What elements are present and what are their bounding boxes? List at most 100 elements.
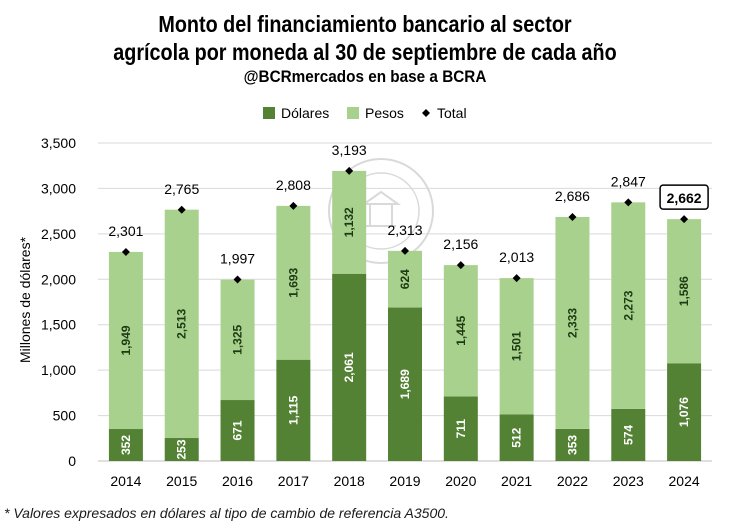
dolares-value-label: 671 — [231, 420, 245, 440]
legend-label-dolares: Dólares — [281, 105, 329, 121]
bar-dolares — [164, 438, 199, 461]
bar-pesos — [276, 205, 311, 360]
pesos-value-label: 2,273 — [621, 290, 635, 320]
total-marker — [289, 201, 298, 210]
bar-dolares — [499, 414, 534, 461]
legend-marker-total — [422, 109, 430, 117]
total-value-label: 2,662 — [667, 190, 702, 206]
bar-dolares — [220, 400, 255, 461]
total-value-label: 2,686 — [555, 188, 590, 204]
total-value-label: 2,765 — [164, 181, 199, 197]
total-value-label: 2,013 — [499, 249, 534, 265]
legend-swatch-dolares — [263, 107, 275, 119]
chart-title: Monto del financiamiento bancario al sec… — [51, 10, 679, 66]
total-marker — [177, 205, 186, 214]
bar-pesos — [499, 278, 534, 415]
chart-title-line1: Monto del financiamiento bancario al sec… — [158, 11, 572, 37]
legend: Dólares Pesos Total — [263, 105, 467, 121]
total-value-label: 2,847 — [611, 173, 646, 189]
total-highlight-box — [659, 184, 709, 210]
total-marker — [568, 212, 577, 221]
total-marker — [624, 198, 633, 207]
bar-dolares — [667, 363, 702, 461]
legend-label-total: Total — [437, 105, 467, 121]
dolares-value-label: 1,689 — [398, 369, 412, 399]
pesos-value-label: 1,949 — [119, 325, 133, 355]
x-tick-label: 2022 — [557, 473, 588, 489]
x-tick-label: 2018 — [334, 473, 365, 489]
bar-pesos — [164, 209, 199, 439]
y-axis: 0 500 1,000 1,500 2,000 2,500 3,000 3,500 — [41, 135, 76, 469]
pesos-value-label: 1,501 — [510, 331, 524, 361]
bar-pesos — [555, 216, 590, 429]
bar-pesos — [443, 265, 478, 397]
pesos-value-label: 1,586 — [677, 276, 691, 306]
total-marker — [680, 215, 689, 224]
bar-dolares — [332, 273, 367, 461]
legend-label-pesos: Pesos — [365, 105, 404, 121]
bar-pesos — [667, 219, 702, 364]
x-axis: 2014 2015 2016 2017 2018 2019 2020 2021 2022 2023… — [110, 473, 700, 489]
x-tick-label: 2024 — [669, 473, 700, 489]
total-value-label: 2,808 — [276, 177, 311, 193]
dolares-value-label: 352 — [119, 435, 133, 455]
bar-pesos — [108, 251, 143, 430]
legend-swatch-pesos — [347, 107, 359, 119]
total-marker — [233, 275, 242, 284]
y-axis-label: Millones de dólares* — [17, 236, 33, 363]
x-tick-label: 2015 — [166, 473, 197, 489]
pesos-value-label: 1,325 — [231, 325, 245, 355]
total-value-label: 3,193 — [332, 142, 367, 158]
bar-dolares — [388, 307, 422, 461]
footnote: * Valores expresados en dólares al tipo … — [4, 505, 449, 521]
bar-dolares — [108, 429, 143, 461]
total-value-label: 1,997 — [220, 251, 255, 267]
total-marker — [512, 274, 521, 283]
dolares-value-label: 512 — [510, 427, 524, 447]
pesos-value-label: 2,513 — [175, 309, 189, 339]
y-tick-label: 1,500 — [41, 317, 76, 333]
total-value-label: 2,156 — [443, 236, 478, 252]
total-marker — [456, 261, 465, 270]
x-tick-label: 2016 — [222, 473, 253, 489]
dolares-value-label: 1,076 — [677, 397, 691, 427]
x-tick-label: 2014 — [110, 473, 141, 489]
bar-dolares — [611, 408, 646, 461]
y-tick-label: 0 — [68, 453, 76, 469]
bar-pesos — [220, 279, 255, 401]
pesos-value-label: 624 — [398, 269, 412, 289]
pesos-value-label: 1,445 — [454, 315, 468, 345]
x-tick-label: 2023 — [613, 473, 644, 489]
x-tick-label: 2021 — [501, 473, 532, 489]
dolares-value-label: 574 — [621, 425, 635, 445]
bar-pesos — [332, 170, 367, 274]
bars: 352 1,949 2,301 253 2,513 2,765 671 1,325 1,997 1… — [108, 142, 709, 461]
total-value-label: 2,301 — [108, 223, 143, 239]
dolares-value-label: 2,061 — [342, 352, 356, 382]
total-marker — [121, 247, 130, 256]
chart-title-line2: agrícola por moneda al 30 de septiembre … — [113, 39, 617, 65]
bar-dolares — [555, 428, 590, 461]
x-tick-label: 2020 — [445, 473, 476, 489]
y-tick-label: 3,500 — [41, 135, 76, 151]
bar-pesos — [611, 202, 646, 409]
pesos-value-label: 2,333 — [565, 308, 579, 338]
total-value-label: 2,313 — [387, 222, 422, 238]
pesos-value-label: 1,132 — [342, 207, 356, 237]
bar-dolares — [443, 396, 478, 461]
x-tick-label: 2019 — [389, 473, 420, 489]
x-tick-label: 2017 — [278, 473, 309, 489]
y-tick-label: 2,500 — [41, 226, 76, 242]
dolares-value-label: 253 — [175, 439, 189, 459]
total-marker — [345, 166, 354, 175]
y-tick-label: 3,000 — [41, 180, 76, 196]
dolares-value-label: 711 — [454, 419, 468, 439]
total-marker — [401, 246, 409, 255]
bar-pesos — [388, 250, 422, 308]
bar-dolares — [276, 359, 311, 461]
pesos-value-label: 1,693 — [286, 267, 300, 297]
dolares-value-label: 1,115 — [286, 395, 300, 425]
dolares-value-label: 353 — [565, 435, 579, 455]
chart-subtitle: @BCRmercados en base a BCRA — [243, 67, 487, 86]
